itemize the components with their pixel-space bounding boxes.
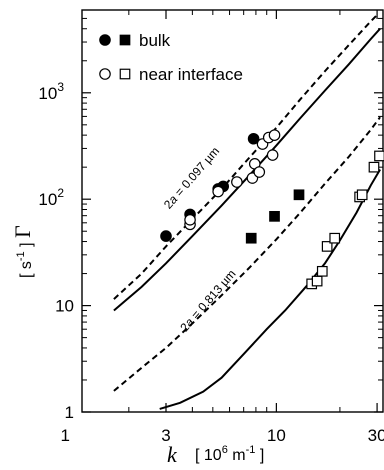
- data-point-open-square: [311, 275, 323, 287]
- data-point-filled-square: [269, 210, 280, 222]
- x-tick-label: 3: [161, 426, 170, 445]
- tick-labels: 1 3 10 30 1 10 102 103: [38, 80, 384, 445]
- x-axis-symbol: k: [167, 442, 178, 467]
- data-point-filled-square: [293, 189, 305, 201]
- y-tick-label: 1: [65, 403, 74, 422]
- data-point-open-square: [329, 232, 341, 244]
- data-point-open-square: [356, 189, 368, 201]
- data-point-open-circle: [184, 214, 196, 226]
- data-point-filled-circle: [160, 230, 172, 242]
- solid-curve: [159, 168, 381, 410]
- dashed-curve: [113, 14, 378, 300]
- tick-marks: [82, 9, 383, 413]
- data-point-open-circle: [231, 176, 243, 188]
- model-curves: [113, 14, 381, 410]
- y-axis-symbol: Γ: [10, 225, 35, 238]
- x-tick-label: 10: [267, 426, 286, 445]
- data-point-open-circle: [266, 149, 279, 161]
- legend: bulk near interface: [99, 31, 243, 84]
- y-tick-label: 10: [55, 297, 74, 316]
- y-tick-label: 103: [38, 80, 64, 103]
- legend-marker-open-square: [119, 68, 131, 80]
- data-point-open-square: [368, 161, 380, 173]
- data-point-filled-square: [245, 232, 257, 244]
- curve-annotation: 2a = 0.813 µm: [177, 267, 238, 335]
- legend-marker-open-circle: [99, 68, 111, 80]
- data-point-open-square: [374, 150, 384, 162]
- data-point-open-square: [321, 241, 333, 252]
- data-point-open-circle: [253, 166, 266, 178]
- data-point-open-square: [316, 265, 328, 277]
- legend-marker-filled-circle: [99, 34, 111, 46]
- data-point-open-circle: [212, 185, 224, 198]
- x-tick-label: 30: [368, 426, 384, 445]
- y-axis-unit: [ s-1 ]: [15, 242, 35, 278]
- dashed-curve: [113, 116, 381, 392]
- legend-label: near interface: [139, 65, 243, 84]
- data-points: [160, 129, 384, 290]
- y-tick-label: 102: [38, 186, 64, 209]
- data-point-filled-circle: [247, 132, 260, 145]
- x-axis-unit: [ 106 m-1 ]: [195, 444, 264, 464]
- plot-frame: [81, 9, 384, 413]
- solid-curve: [113, 28, 381, 312]
- x-tick-label: 1: [61, 426, 70, 445]
- legend-label: bulk: [139, 31, 171, 50]
- data-point-open-circle: [268, 129, 281, 141]
- curve-annotation: 2a = 0.097 µm: [161, 144, 222, 212]
- legend-marker-filled-square: [119, 34, 131, 46]
